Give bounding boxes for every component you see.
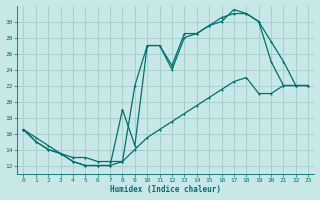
X-axis label: Humidex (Indice chaleur): Humidex (Indice chaleur) [110, 185, 221, 194]
